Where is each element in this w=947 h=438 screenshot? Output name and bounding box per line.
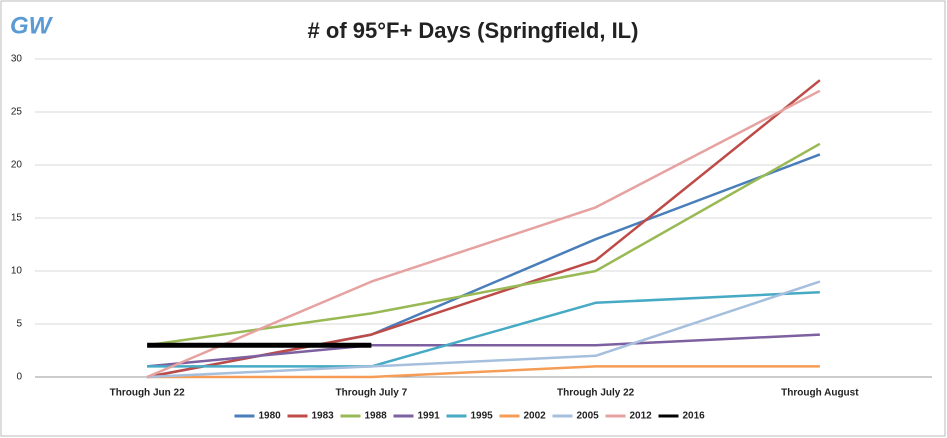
series-line — [147, 290, 820, 368]
series-line — [147, 280, 821, 379]
legend-label: 2005 — [577, 411, 600, 422]
legend-label: 1983 — [312, 411, 335, 422]
legend-label: 1980 — [259, 411, 282, 422]
y-tick-label: 0 — [16, 372, 22, 383]
y-tick-label: 15 — [11, 213, 23, 224]
x-tick-label: Through July 22 — [557, 388, 635, 399]
legend-label: 1995 — [471, 411, 494, 422]
y-tick-label: 10 — [11, 266, 23, 277]
chart-title: # of 95°F+ Days (Springfield, IL) — [308, 18, 639, 43]
y-tick-label: 5 — [16, 319, 22, 330]
x-tick-label: Through July 7 — [336, 388, 408, 399]
legend-label: 2016 — [683, 411, 706, 422]
legend-label: 1991 — [418, 411, 441, 422]
y-tick-label: 25 — [11, 107, 23, 118]
y-tick-label: 20 — [11, 160, 23, 171]
y-tick-label: 30 — [11, 54, 23, 65]
logo: GW — [10, 12, 54, 39]
x-tick-label: Through August — [781, 388, 859, 399]
series-line — [147, 365, 820, 379]
series-line — [146, 89, 821, 379]
x-tick-label: Through Jun 22 — [110, 388, 185, 399]
series-line — [147, 333, 820, 368]
legend-label: 1988 — [365, 411, 388, 422]
legend-label: 2002 — [524, 411, 547, 422]
legend-label: 2012 — [630, 411, 653, 422]
